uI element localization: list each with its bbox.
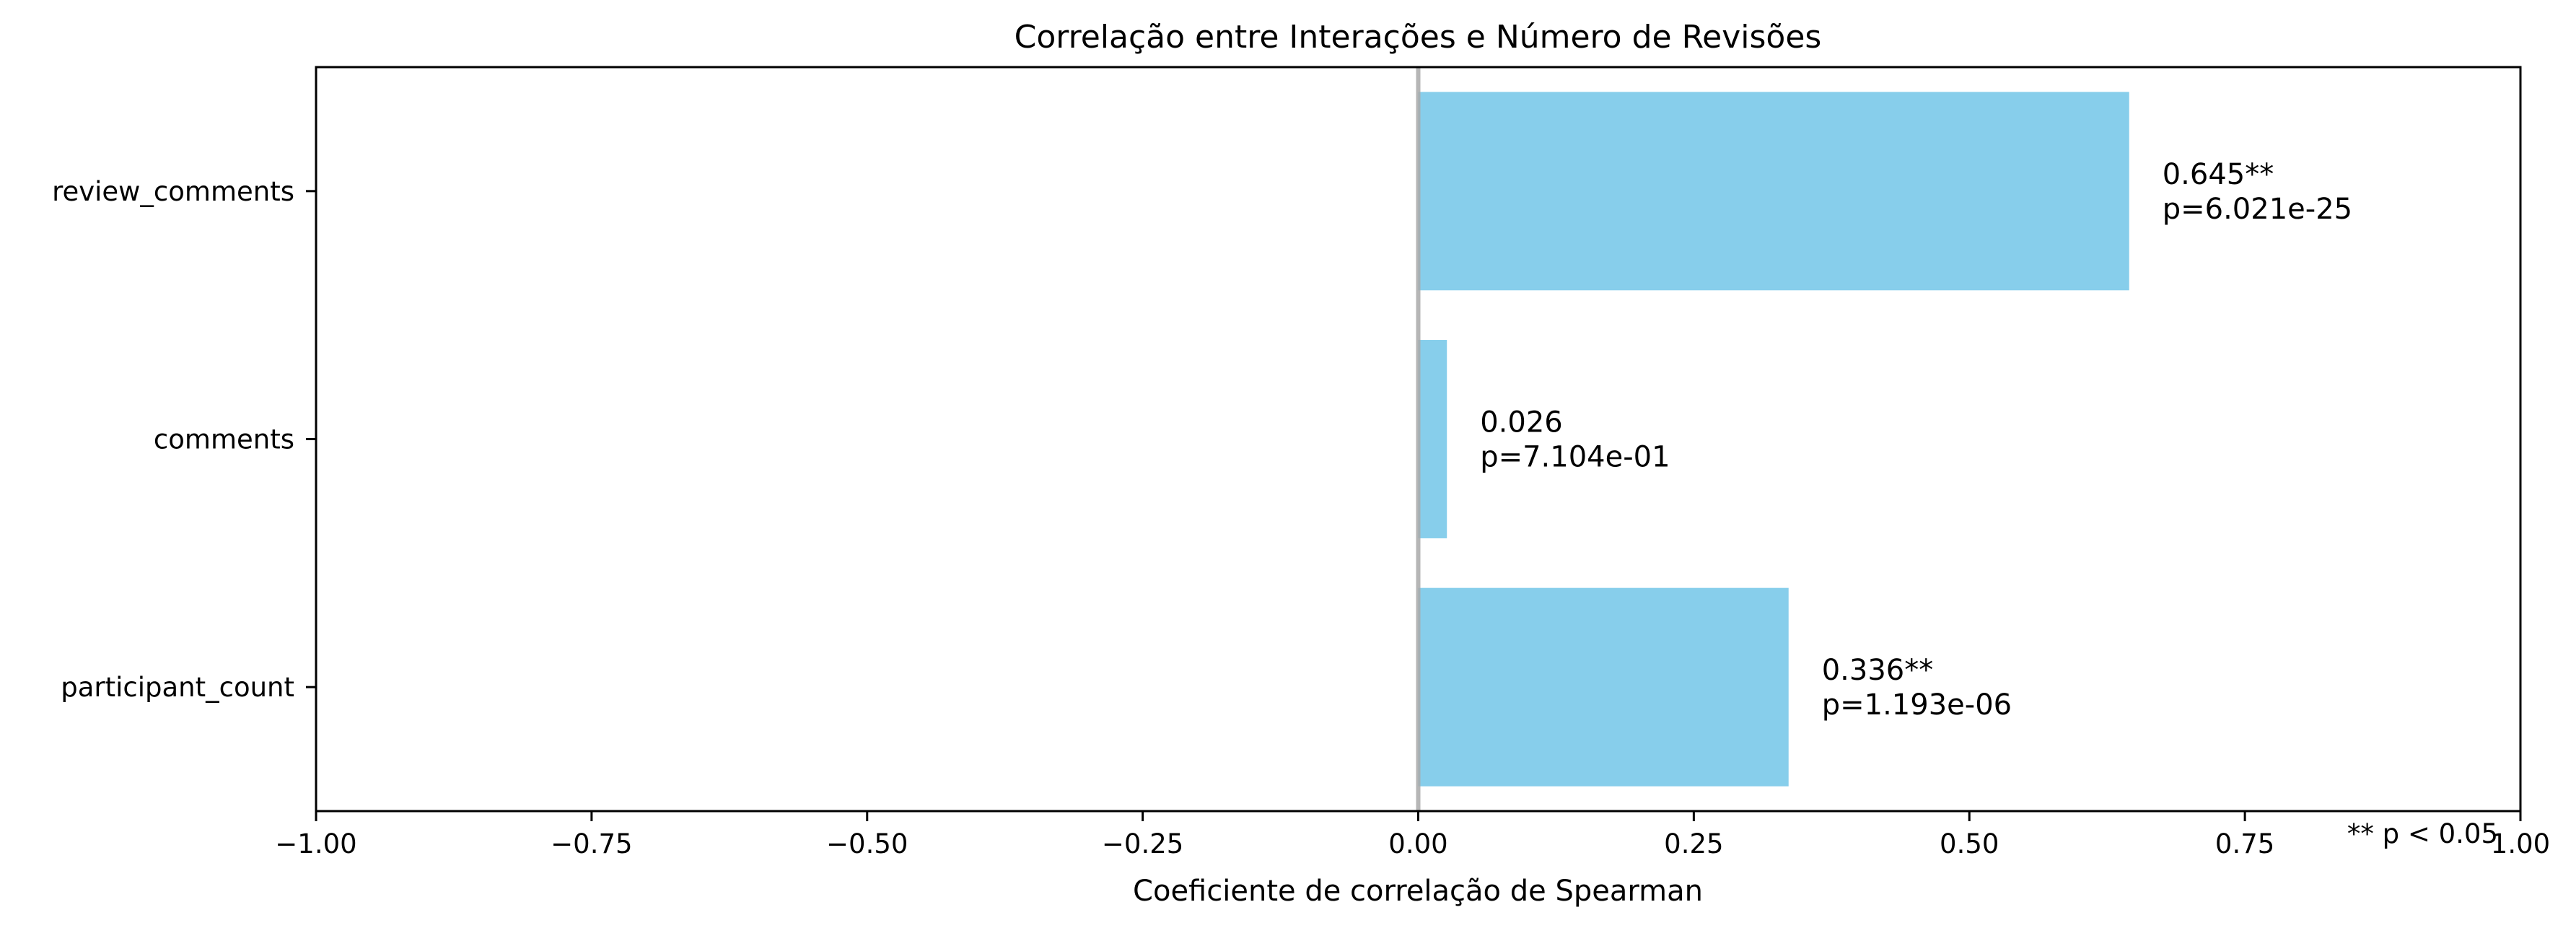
bar-value-label: 0.336**: [1822, 654, 1934, 687]
significance-footnote: ** p < 0.05: [2347, 818, 2498, 849]
y-axis-ticks: review_comments comments participant_count: [52, 176, 316, 703]
chart-title: Correlação entre Interações e Número de …: [1015, 19, 1822, 56]
x-tick-label: −0.75: [551, 828, 632, 859]
x-axis-label: Coeficiente de correlação de Spearman: [1133, 875, 1703, 908]
bars-group: [1418, 92, 2129, 787]
x-tick-label: 0.75: [2215, 828, 2274, 859]
x-tick-label: 0.00: [1388, 828, 1447, 859]
x-tick-label: −0.50: [826, 828, 908, 859]
bar-p-value-label: p=7.104e-01: [1480, 441, 1670, 474]
x-tick-label: −1.00: [275, 828, 356, 859]
bar-p-value-label: p=6.021e-25: [2163, 193, 2352, 226]
y-tick-label: participant_count: [61, 672, 294, 703]
x-tick-label: 0.25: [1664, 828, 1723, 859]
x-tick-label: −0.25: [1102, 828, 1183, 859]
bar-participant-count: [1418, 587, 1789, 787]
bar-value-label: 0.026: [1480, 406, 1563, 439]
y-tick-label: review_comments: [52, 176, 294, 207]
bar-value-label: 0.645**: [2163, 158, 2274, 191]
bar-comments: [1418, 340, 1447, 538]
bar-review-comments: [1418, 92, 2129, 291]
x-tick-label: 1.00: [2491, 828, 2550, 859]
x-axis-ticks: −1.00 −0.75 −0.50 −0.25 0.00 0.25 0.50 0.75 1.00: [275, 811, 2550, 859]
bar-p-value-label: p=1.193e-06: [1822, 688, 2012, 722]
x-tick-label: 0.50: [1940, 828, 1999, 859]
y-tick-label: comments: [154, 424, 294, 455]
